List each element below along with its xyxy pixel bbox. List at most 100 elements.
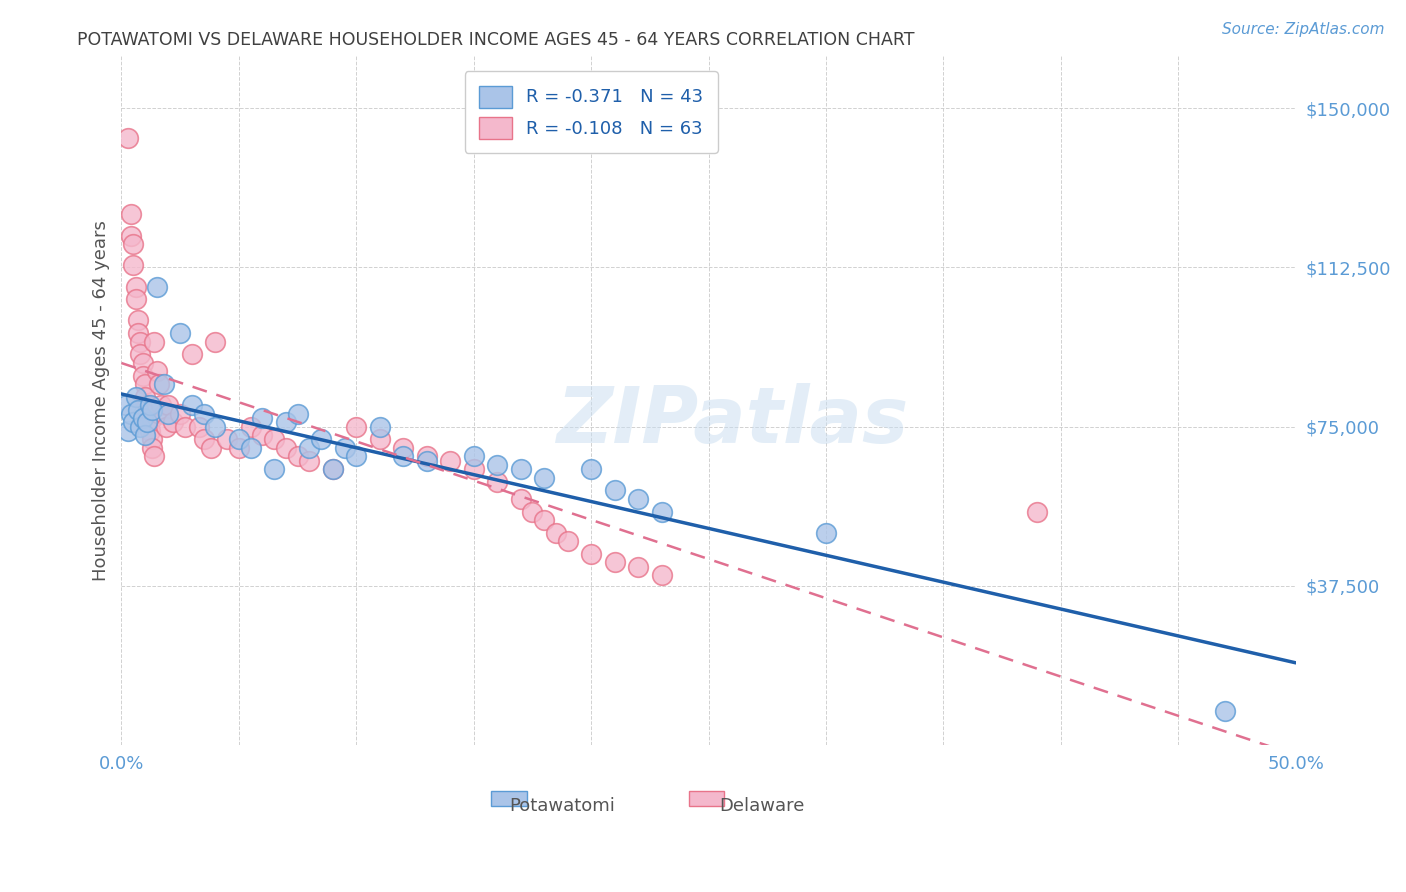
Point <box>136 416 159 430</box>
Point <box>138 398 160 412</box>
Point <box>298 453 321 467</box>
Point <box>579 547 602 561</box>
Point <box>152 377 174 392</box>
Point <box>263 433 285 447</box>
Point <box>533 470 555 484</box>
Point <box>180 347 202 361</box>
FancyBboxPatch shape <box>689 790 724 805</box>
Point <box>322 462 344 476</box>
Point <box>509 491 531 506</box>
Point <box>138 416 160 430</box>
Point <box>136 398 159 412</box>
Point <box>145 279 167 293</box>
Point <box>1026 504 1049 518</box>
Point <box>344 450 367 464</box>
Point <box>627 559 650 574</box>
Text: ZIPatlas: ZIPatlas <box>555 383 908 458</box>
Point <box>143 334 166 349</box>
Point <box>134 428 156 442</box>
Point <box>1213 704 1236 718</box>
Point <box>180 398 202 412</box>
Point <box>274 416 297 430</box>
Point <box>544 525 567 540</box>
Point <box>239 419 262 434</box>
Point <box>155 419 177 434</box>
Point <box>127 402 149 417</box>
Point <box>252 428 274 442</box>
Point <box>392 450 415 464</box>
Point <box>579 462 602 476</box>
Point <box>392 441 415 455</box>
Point <box>463 450 485 464</box>
Text: POTAWATOMI VS DELAWARE HOUSEHOLDER INCOME AGES 45 - 64 YEARS CORRELATION CHART: POTAWATOMI VS DELAWARE HOUSEHOLDER INCOM… <box>77 31 915 49</box>
Point <box>124 279 146 293</box>
Point <box>287 450 309 464</box>
Point <box>274 441 297 455</box>
Point <box>129 347 152 361</box>
FancyBboxPatch shape <box>491 790 527 805</box>
Point <box>416 450 439 464</box>
Point <box>187 419 209 434</box>
Point <box>143 450 166 464</box>
Point <box>122 237 145 252</box>
Point <box>309 433 332 447</box>
Point <box>120 407 142 421</box>
Point <box>134 377 156 392</box>
Point <box>651 568 673 582</box>
Point <box>141 441 163 455</box>
Point <box>200 441 222 455</box>
Point <box>651 504 673 518</box>
Point <box>228 441 250 455</box>
Point <box>368 419 391 434</box>
Point <box>815 525 838 540</box>
Point <box>157 407 180 421</box>
Point <box>252 411 274 425</box>
Point <box>127 326 149 341</box>
Point <box>287 407 309 421</box>
Point <box>217 433 239 447</box>
Point <box>228 433 250 447</box>
Point <box>486 475 509 489</box>
Point <box>439 453 461 467</box>
Point <box>124 292 146 306</box>
Point <box>117 131 139 145</box>
Point <box>416 453 439 467</box>
Point <box>169 326 191 341</box>
Legend: R = -0.371   N = 43, R = -0.108   N = 63: R = -0.371 N = 43, R = -0.108 N = 63 <box>465 71 717 153</box>
Point <box>127 313 149 327</box>
Point <box>322 462 344 476</box>
Point <box>344 419 367 434</box>
Point <box>141 402 163 417</box>
Point <box>138 424 160 438</box>
Text: Source: ZipAtlas.com: Source: ZipAtlas.com <box>1222 22 1385 37</box>
Point <box>134 390 156 404</box>
Point <box>204 334 226 349</box>
Point <box>120 207 142 221</box>
Point <box>115 398 138 412</box>
Point <box>162 416 184 430</box>
Point <box>124 390 146 404</box>
Point <box>486 458 509 472</box>
Text: Delaware: Delaware <box>718 797 804 814</box>
Point <box>145 364 167 378</box>
Point <box>129 419 152 434</box>
Point <box>603 483 626 498</box>
Point <box>509 462 531 476</box>
Y-axis label: Householder Income Ages 45 - 64 years: Householder Income Ages 45 - 64 years <box>93 219 110 581</box>
Point <box>131 368 153 383</box>
Point <box>173 419 195 434</box>
Point <box>157 398 180 412</box>
Point <box>129 334 152 349</box>
Point <box>136 407 159 421</box>
Point <box>131 411 153 425</box>
Point <box>463 462 485 476</box>
Point <box>627 491 650 506</box>
Point <box>117 424 139 438</box>
Point <box>533 513 555 527</box>
Point <box>120 228 142 243</box>
Point <box>557 534 579 549</box>
Point <box>204 419 226 434</box>
Point <box>141 433 163 447</box>
Point <box>122 416 145 430</box>
Point <box>263 462 285 476</box>
